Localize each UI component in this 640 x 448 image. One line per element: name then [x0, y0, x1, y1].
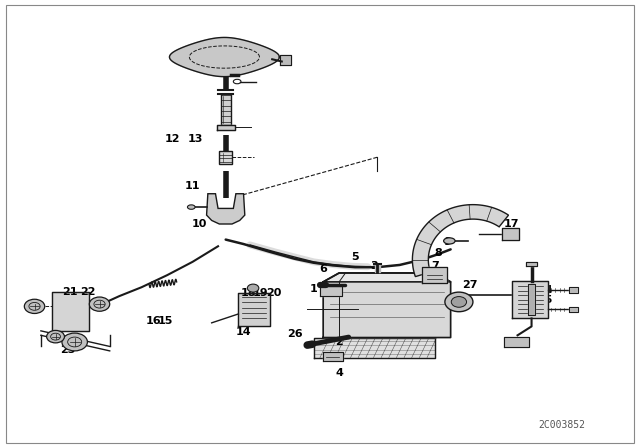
- Text: 17: 17: [504, 219, 519, 229]
- FancyBboxPatch shape: [221, 94, 231, 125]
- Circle shape: [24, 299, 45, 314]
- Polygon shape: [504, 337, 529, 347]
- Text: 13: 13: [188, 134, 204, 144]
- Polygon shape: [280, 55, 291, 65]
- Polygon shape: [239, 293, 270, 327]
- Text: 5: 5: [351, 252, 359, 263]
- Circle shape: [247, 284, 259, 292]
- Text: 6: 6: [319, 263, 327, 274]
- Text: 18: 18: [240, 288, 256, 298]
- Text: 24: 24: [537, 285, 553, 295]
- Polygon shape: [412, 205, 509, 276]
- Text: 2C003852: 2C003852: [539, 420, 586, 430]
- Polygon shape: [527, 262, 537, 266]
- Circle shape: [445, 292, 473, 312]
- Text: 2: 2: [335, 337, 343, 347]
- Text: 19: 19: [253, 288, 269, 298]
- Text: 15: 15: [158, 316, 173, 326]
- Text: 22: 22: [79, 287, 95, 297]
- Text: 10: 10: [191, 219, 207, 229]
- Polygon shape: [422, 267, 447, 283]
- Polygon shape: [52, 292, 90, 331]
- Text: 7: 7: [431, 261, 438, 271]
- FancyBboxPatch shape: [220, 151, 232, 164]
- Circle shape: [62, 333, 88, 351]
- Polygon shape: [314, 337, 435, 358]
- Text: 9: 9: [444, 237, 451, 247]
- Text: 8: 8: [434, 248, 442, 258]
- Ellipse shape: [188, 205, 195, 209]
- Polygon shape: [320, 285, 342, 296]
- Text: 20: 20: [266, 288, 281, 298]
- Text: 27: 27: [462, 280, 477, 290]
- Polygon shape: [502, 228, 519, 240]
- Circle shape: [47, 331, 65, 343]
- Polygon shape: [375, 264, 380, 272]
- Text: 1: 1: [310, 284, 317, 293]
- Text: 3: 3: [371, 261, 378, 271]
- Text: 26: 26: [287, 329, 302, 339]
- Text: 14: 14: [236, 327, 252, 337]
- Polygon shape: [207, 194, 245, 224]
- Polygon shape: [513, 281, 548, 319]
- Ellipse shape: [444, 238, 455, 244]
- Polygon shape: [323, 273, 451, 282]
- Text: 21: 21: [63, 287, 78, 297]
- Text: 4: 4: [335, 368, 343, 378]
- Polygon shape: [217, 125, 235, 130]
- Text: 11: 11: [185, 181, 200, 191]
- Circle shape: [451, 297, 467, 307]
- Polygon shape: [568, 287, 578, 293]
- Text: 16: 16: [145, 316, 161, 326]
- Polygon shape: [568, 307, 578, 312]
- Polygon shape: [170, 38, 280, 77]
- Polygon shape: [323, 352, 343, 361]
- Text: 23: 23: [61, 345, 76, 354]
- Polygon shape: [528, 284, 536, 315]
- Text: 25: 25: [537, 295, 552, 305]
- Circle shape: [90, 297, 109, 311]
- Polygon shape: [323, 273, 451, 337]
- Text: 12: 12: [164, 134, 180, 144]
